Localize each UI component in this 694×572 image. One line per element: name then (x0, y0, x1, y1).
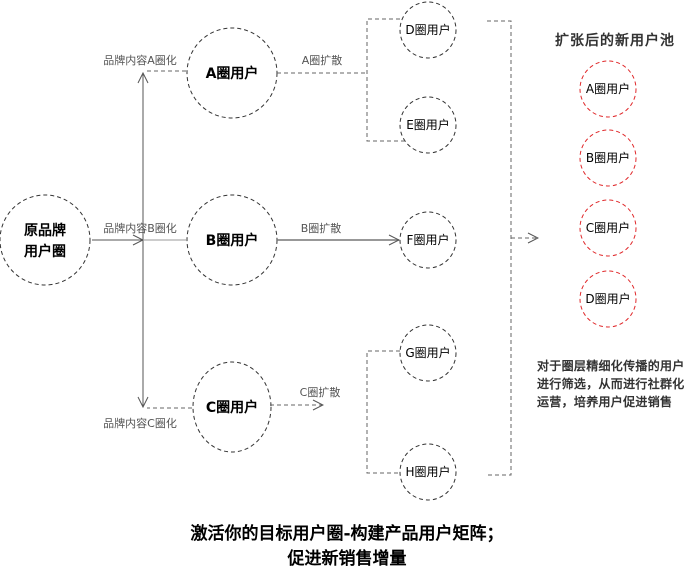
circle-d (399, 1, 457, 59)
circle-c (192, 361, 272, 453)
pool-item-d: D圈用户 (585, 291, 630, 306)
circle-h (399, 443, 457, 501)
circle-d-label: D圈用户 (405, 22, 450, 37)
pool-note: 对于圈层精细化传播的用户进行筛选，从而进行社群化运营，培养用户促进销售 (537, 359, 685, 409)
circle-f (399, 211, 457, 269)
pool-item-a: A圈用户 (586, 81, 630, 96)
bracket-de (366, 18, 405, 142)
circle-h-label: H圈用户 (405, 464, 450, 479)
bottom-title-line1: 激活你的目标用户圈-构建产品用户矩阵； (190, 524, 504, 544)
edge-label-spread-a: A圈扩散 (302, 53, 343, 67)
source-circle (0, 194, 91, 286)
bottom-title: 激活你的目标用户圈-构建产品用户矩阵； 促进新销售增量 (0, 522, 694, 572)
circle-c-label: C圈用户 (206, 399, 258, 416)
edge-label-content-a: 品牌内容A圈化 (103, 53, 177, 67)
source-label-line1: 原品牌 (24, 222, 66, 239)
pool-circle-a (579, 60, 637, 118)
pool-circle-c (579, 199, 637, 257)
source-label-line2: 用户圈 (24, 243, 66, 260)
circle-e (399, 96, 457, 154)
pool-item-b: B圈用户 (586, 150, 630, 165)
pool-circle-b (579, 129, 637, 187)
circle-a-label: A圈用户 (206, 65, 259, 82)
edge-label-content-c: 品牌内容C圈化 (103, 416, 177, 430)
pool-title: 扩张后的新用户池 (555, 33, 675, 49)
pool-item-c: C圈用户 (586, 220, 630, 235)
circle-e-label: E圈用户 (406, 117, 450, 132)
circle-b-label: B圈用户 (206, 232, 259, 249)
bracket-gh (366, 350, 400, 474)
pool-circle-d (579, 270, 637, 328)
bottom-title-line2: 促进新销售增量 (287, 549, 407, 569)
circle-g-label: G圈用户 (405, 345, 450, 360)
edge-label-content-b: 品牌内容B圈化 (103, 221, 177, 235)
right-bracket (487, 20, 512, 476)
circle-g (399, 324, 457, 382)
circle-f-label: F圈用户 (407, 232, 450, 247)
edge-label-spread-c: C圈扩散 (300, 385, 341, 399)
edge-label-spread-b: B圈扩散 (301, 221, 342, 235)
